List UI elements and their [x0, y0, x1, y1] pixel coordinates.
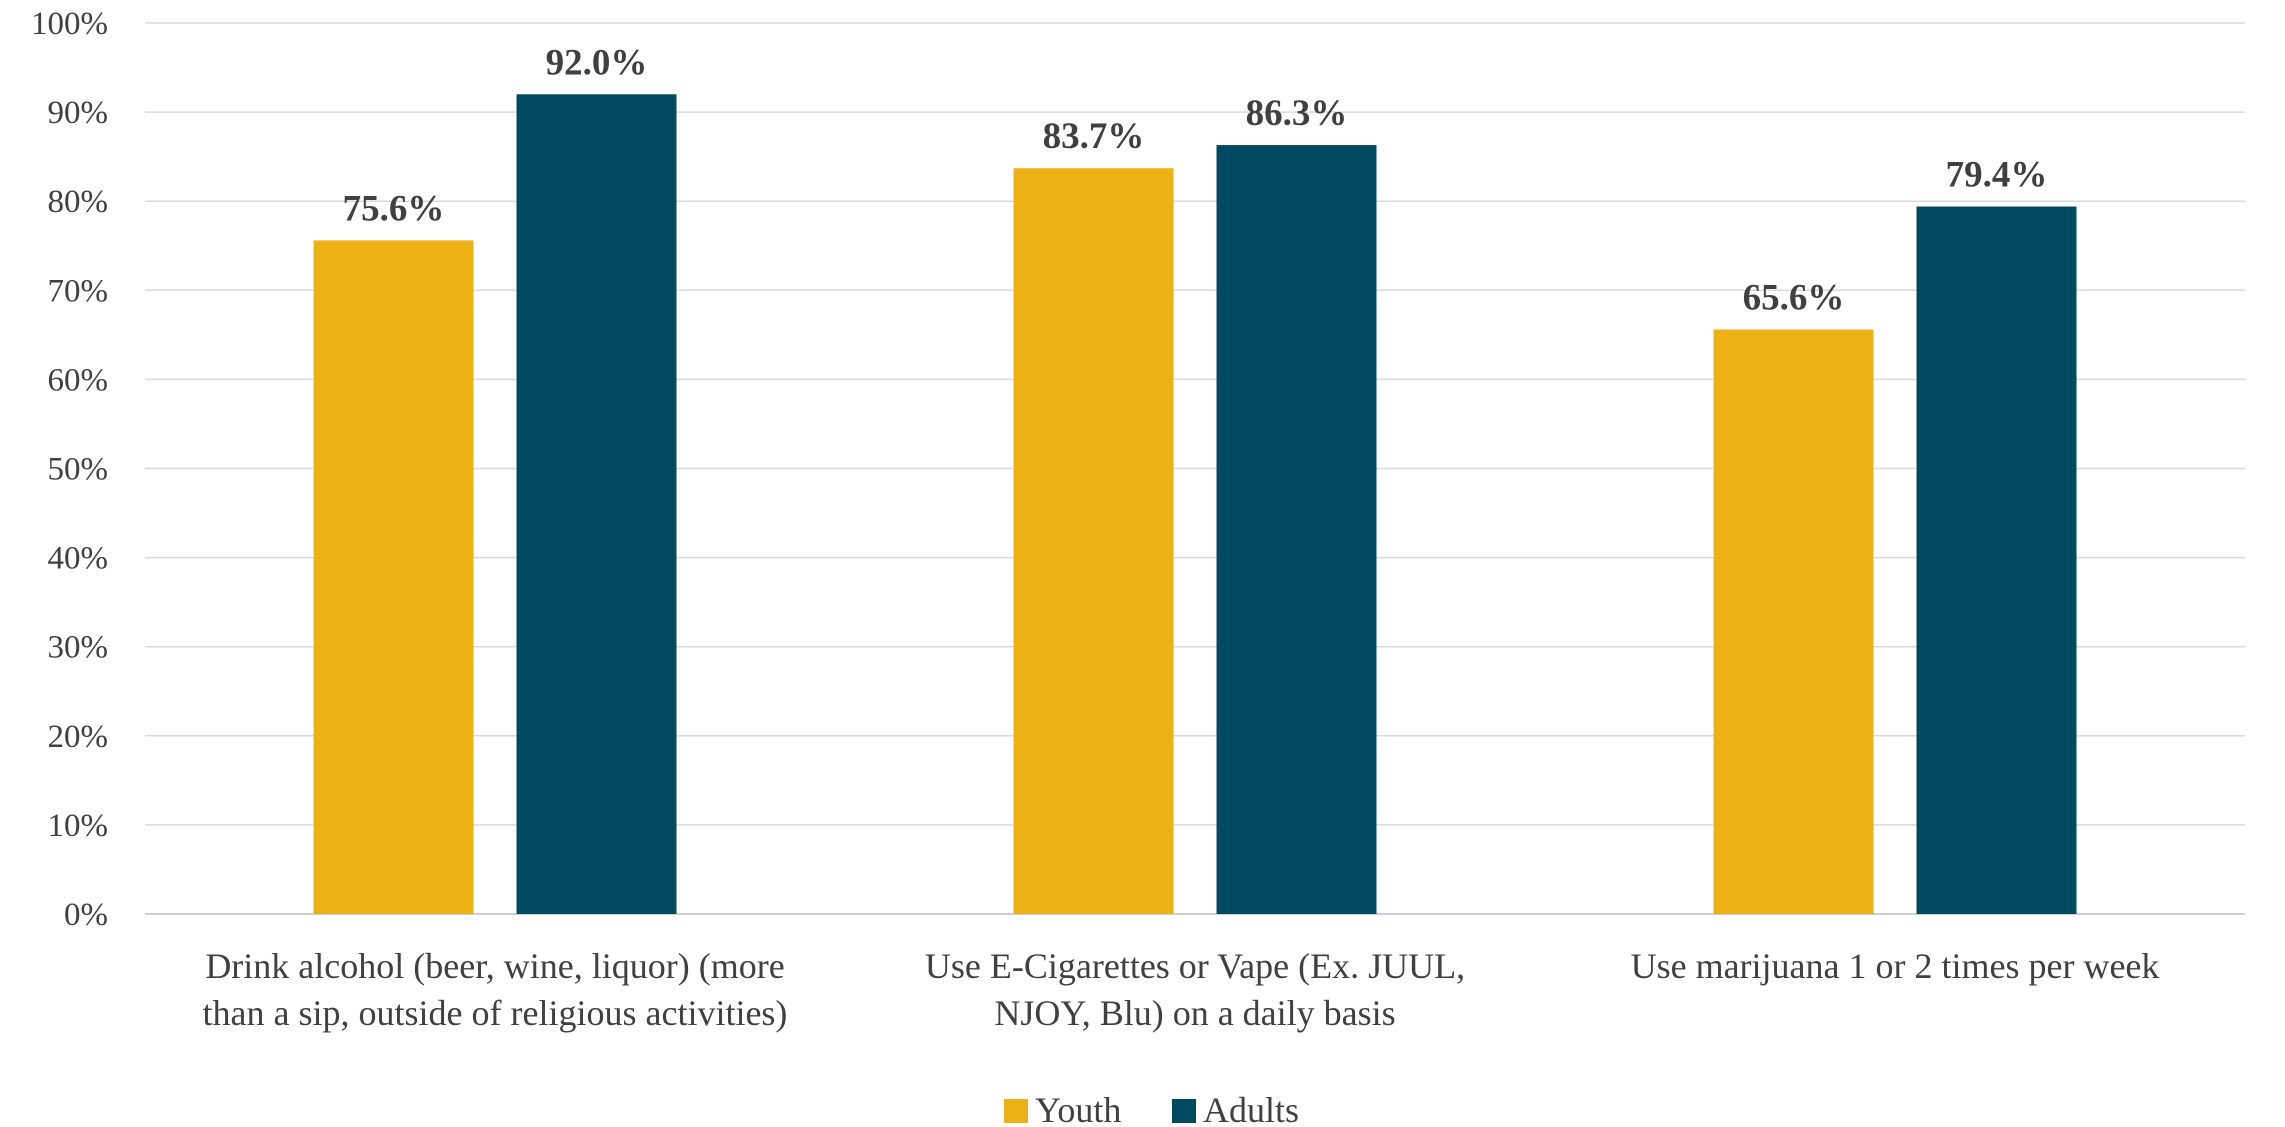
y-tick-label: 80% [48, 184, 109, 220]
bar-adults-0 [516, 94, 677, 914]
bar-adults-2 [1916, 206, 2077, 914]
legend-label-youth: Youth [1035, 1090, 1121, 1127]
data-labels: 75.6% 92.0% 83.7% 86.3% 65.6% 79.4% [343, 42, 2048, 318]
legend-swatch-youth [1004, 1099, 1028, 1123]
data-label-adults: 92.0% [546, 42, 648, 83]
y-tick-label: 90% [48, 95, 109, 131]
y-tick-label: 0% [64, 897, 108, 933]
category-label: than a sip, outside of religious activit… [203, 993, 788, 1033]
data-label-adults: 86.3% [1246, 93, 1348, 134]
legend: Youth Adults [1004, 1090, 1299, 1127]
data-label-youth: 75.6% [343, 188, 445, 229]
data-label-youth: 65.6% [1743, 278, 1845, 319]
bars [313, 94, 2077, 915]
bar-youth-2 [1713, 329, 1874, 914]
y-tick-label: 30% [48, 630, 109, 666]
y-tick-label: 70% [48, 273, 109, 309]
category-label: Drink alcohol (beer, wine, liquor) (more [205, 946, 784, 986]
gridlines [145, 22, 2245, 915]
bar-youth-1 [1013, 168, 1174, 914]
y-tick-label: 20% [48, 719, 109, 755]
bar-adults-1 [1216, 145, 1377, 914]
category-label: NJOY, Blu) on a daily basis [994, 993, 1395, 1033]
y-tick-label: 40% [48, 541, 109, 577]
category-labels: Drink alcohol (beer, wine, liquor) (more… [203, 946, 2160, 1033]
y-tick-label: 100% [31, 6, 108, 42]
data-label-youth: 83.7% [1043, 116, 1145, 157]
y-tick-label: 60% [48, 362, 109, 398]
bar-youth-0 [313, 240, 474, 915]
legend-label-adults: Adults [1203, 1090, 1299, 1127]
category-label: Use marijuana 1 or 2 times per week [1631, 946, 2160, 986]
legend-swatch-adults [1172, 1099, 1196, 1123]
y-tick-label: 10% [48, 808, 109, 844]
y-axis-tick-labels: 0% 10% 20% 30% 40% 50% 60% 70% 80% 90% 100% [31, 6, 108, 933]
data-label-adults: 79.4% [1946, 155, 2048, 196]
category-label: Use E-Cigarettes or Vape (Ex. JUUL, [925, 946, 1465, 986]
y-tick-label: 50% [48, 452, 109, 488]
